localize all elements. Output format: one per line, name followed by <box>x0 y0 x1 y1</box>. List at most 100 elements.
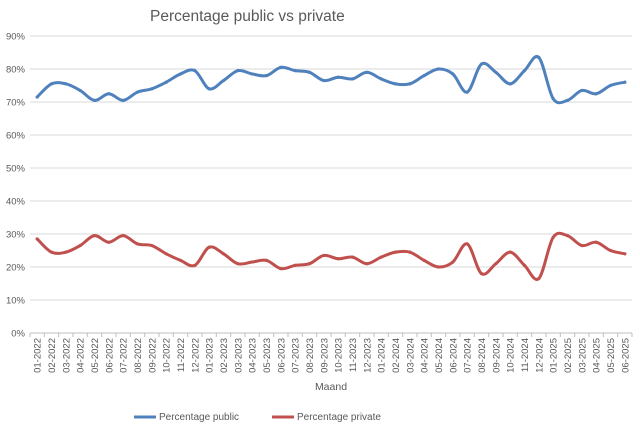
data-point <box>336 75 340 79</box>
x-tick-label: 05-2022 <box>90 338 101 373</box>
data-point <box>279 267 283 271</box>
x-tick-label: 04-2025 <box>592 338 603 373</box>
series-lines <box>35 54 627 282</box>
x-tick-label: 03-2023 <box>233 338 244 373</box>
data-point <box>580 88 584 93</box>
x-tick-label: 06-2022 <box>104 338 115 373</box>
x-tick-label: 08-2023 <box>305 338 316 373</box>
data-point <box>594 240 598 244</box>
x-axis-title: Maand <box>315 381 347 393</box>
data-point <box>408 82 412 86</box>
data-point <box>64 82 68 86</box>
x-tick-label: 07-2024 <box>463 338 474 373</box>
data-point <box>322 78 326 83</box>
data-point <box>451 72 455 76</box>
x-tick-label: 07-2022 <box>119 338 130 373</box>
data-point <box>379 77 383 81</box>
data-point <box>78 88 82 93</box>
x-tick-label: 11-2024 <box>520 338 531 372</box>
y-tick-label: 90% <box>6 32 26 43</box>
data-point <box>178 72 183 76</box>
x-tick-label: 03-2022 <box>61 338 72 373</box>
data-point <box>479 62 484 66</box>
data-point <box>365 262 369 266</box>
x-tick-label: 05-2024 <box>434 338 445 373</box>
x-tick-label: 01-2024 <box>377 338 388 373</box>
data-point <box>78 243 82 248</box>
data-point <box>350 255 355 259</box>
data-point <box>35 237 39 241</box>
data-point <box>479 272 484 276</box>
x-axis-tick-labels: 01-2022 02-2022 03-2022 04-2022 05-2022 06-20… <box>29 333 633 373</box>
data-point <box>178 258 183 262</box>
x-tick-label: 12-2023 <box>362 338 373 373</box>
x-tick-label: 11-2022 <box>176 338 187 372</box>
x-tick-label: 06-2024 <box>448 338 459 373</box>
data-point <box>623 252 627 256</box>
data-point <box>537 276 541 281</box>
data-point <box>264 74 269 78</box>
data-point <box>135 242 140 246</box>
data-point <box>150 243 154 248</box>
data-point <box>150 87 154 91</box>
data-point <box>494 262 498 266</box>
data-point <box>35 95 39 99</box>
x-tick-label: 06-2025 <box>620 338 631 373</box>
x-tick-label: 08-2024 <box>477 338 488 373</box>
x-tick-label: 12-2022 <box>190 338 201 373</box>
x-tick-label: 09-2023 <box>319 338 330 373</box>
data-point <box>508 82 512 86</box>
data-point <box>250 72 254 76</box>
data-point <box>451 260 455 264</box>
data-point <box>336 257 340 261</box>
data-point <box>465 242 469 246</box>
x-tick-label: 11-2023 <box>348 338 359 372</box>
series-line-private <box>35 231 627 282</box>
data-point <box>465 90 469 94</box>
series-line-public <box>35 54 627 105</box>
data-point <box>164 80 168 84</box>
data-point <box>522 69 527 73</box>
data-point <box>436 265 441 269</box>
data-point <box>522 263 527 267</box>
data-point <box>379 255 383 259</box>
y-tick-label: 70% <box>6 98 26 109</box>
data-point <box>422 258 426 262</box>
data-point <box>264 258 269 262</box>
data-point <box>365 70 369 74</box>
x-tick-label: 02-2022 <box>47 338 58 373</box>
data-point <box>221 252 226 256</box>
x-tick-label: 01-2025 <box>549 338 560 373</box>
x-tick-label: 04-2022 <box>76 338 87 373</box>
data-point <box>594 92 598 96</box>
y-tick-label: 30% <box>6 230 26 241</box>
x-tick-label: 02-2024 <box>391 338 402 373</box>
data-point <box>565 98 570 102</box>
data-point <box>307 262 312 266</box>
data-point <box>551 235 555 239</box>
data-point <box>623 80 627 84</box>
x-tick-label: 10-2022 <box>162 338 173 373</box>
data-point <box>279 65 283 69</box>
data-point <box>580 243 584 248</box>
data-point <box>236 69 240 73</box>
data-point <box>121 234 125 238</box>
x-tick-label: 04-2023 <box>248 338 259 373</box>
y-axis-tick-labels: 0% 10% 20% 30% 40% 50% 60% 70% 80% 90% <box>6 32 26 340</box>
data-point <box>49 250 54 254</box>
gridlines <box>30 35 632 334</box>
x-tick-label: 09-2022 <box>147 338 158 373</box>
data-point <box>64 250 68 254</box>
data-point <box>107 240 111 244</box>
data-point <box>164 252 168 256</box>
data-point <box>307 70 312 74</box>
x-tick-label: 05-2023 <box>262 338 273 373</box>
x-tick-label: 03-2024 <box>405 338 416 373</box>
data-point <box>422 74 426 78</box>
y-tick-label: 20% <box>6 263 26 274</box>
y-tick-label: 50% <box>6 164 26 175</box>
data-point <box>121 98 125 102</box>
x-tick-label: 02-2023 <box>219 338 230 373</box>
x-tick-label: 01-2023 <box>205 338 216 373</box>
data-point <box>207 245 211 249</box>
